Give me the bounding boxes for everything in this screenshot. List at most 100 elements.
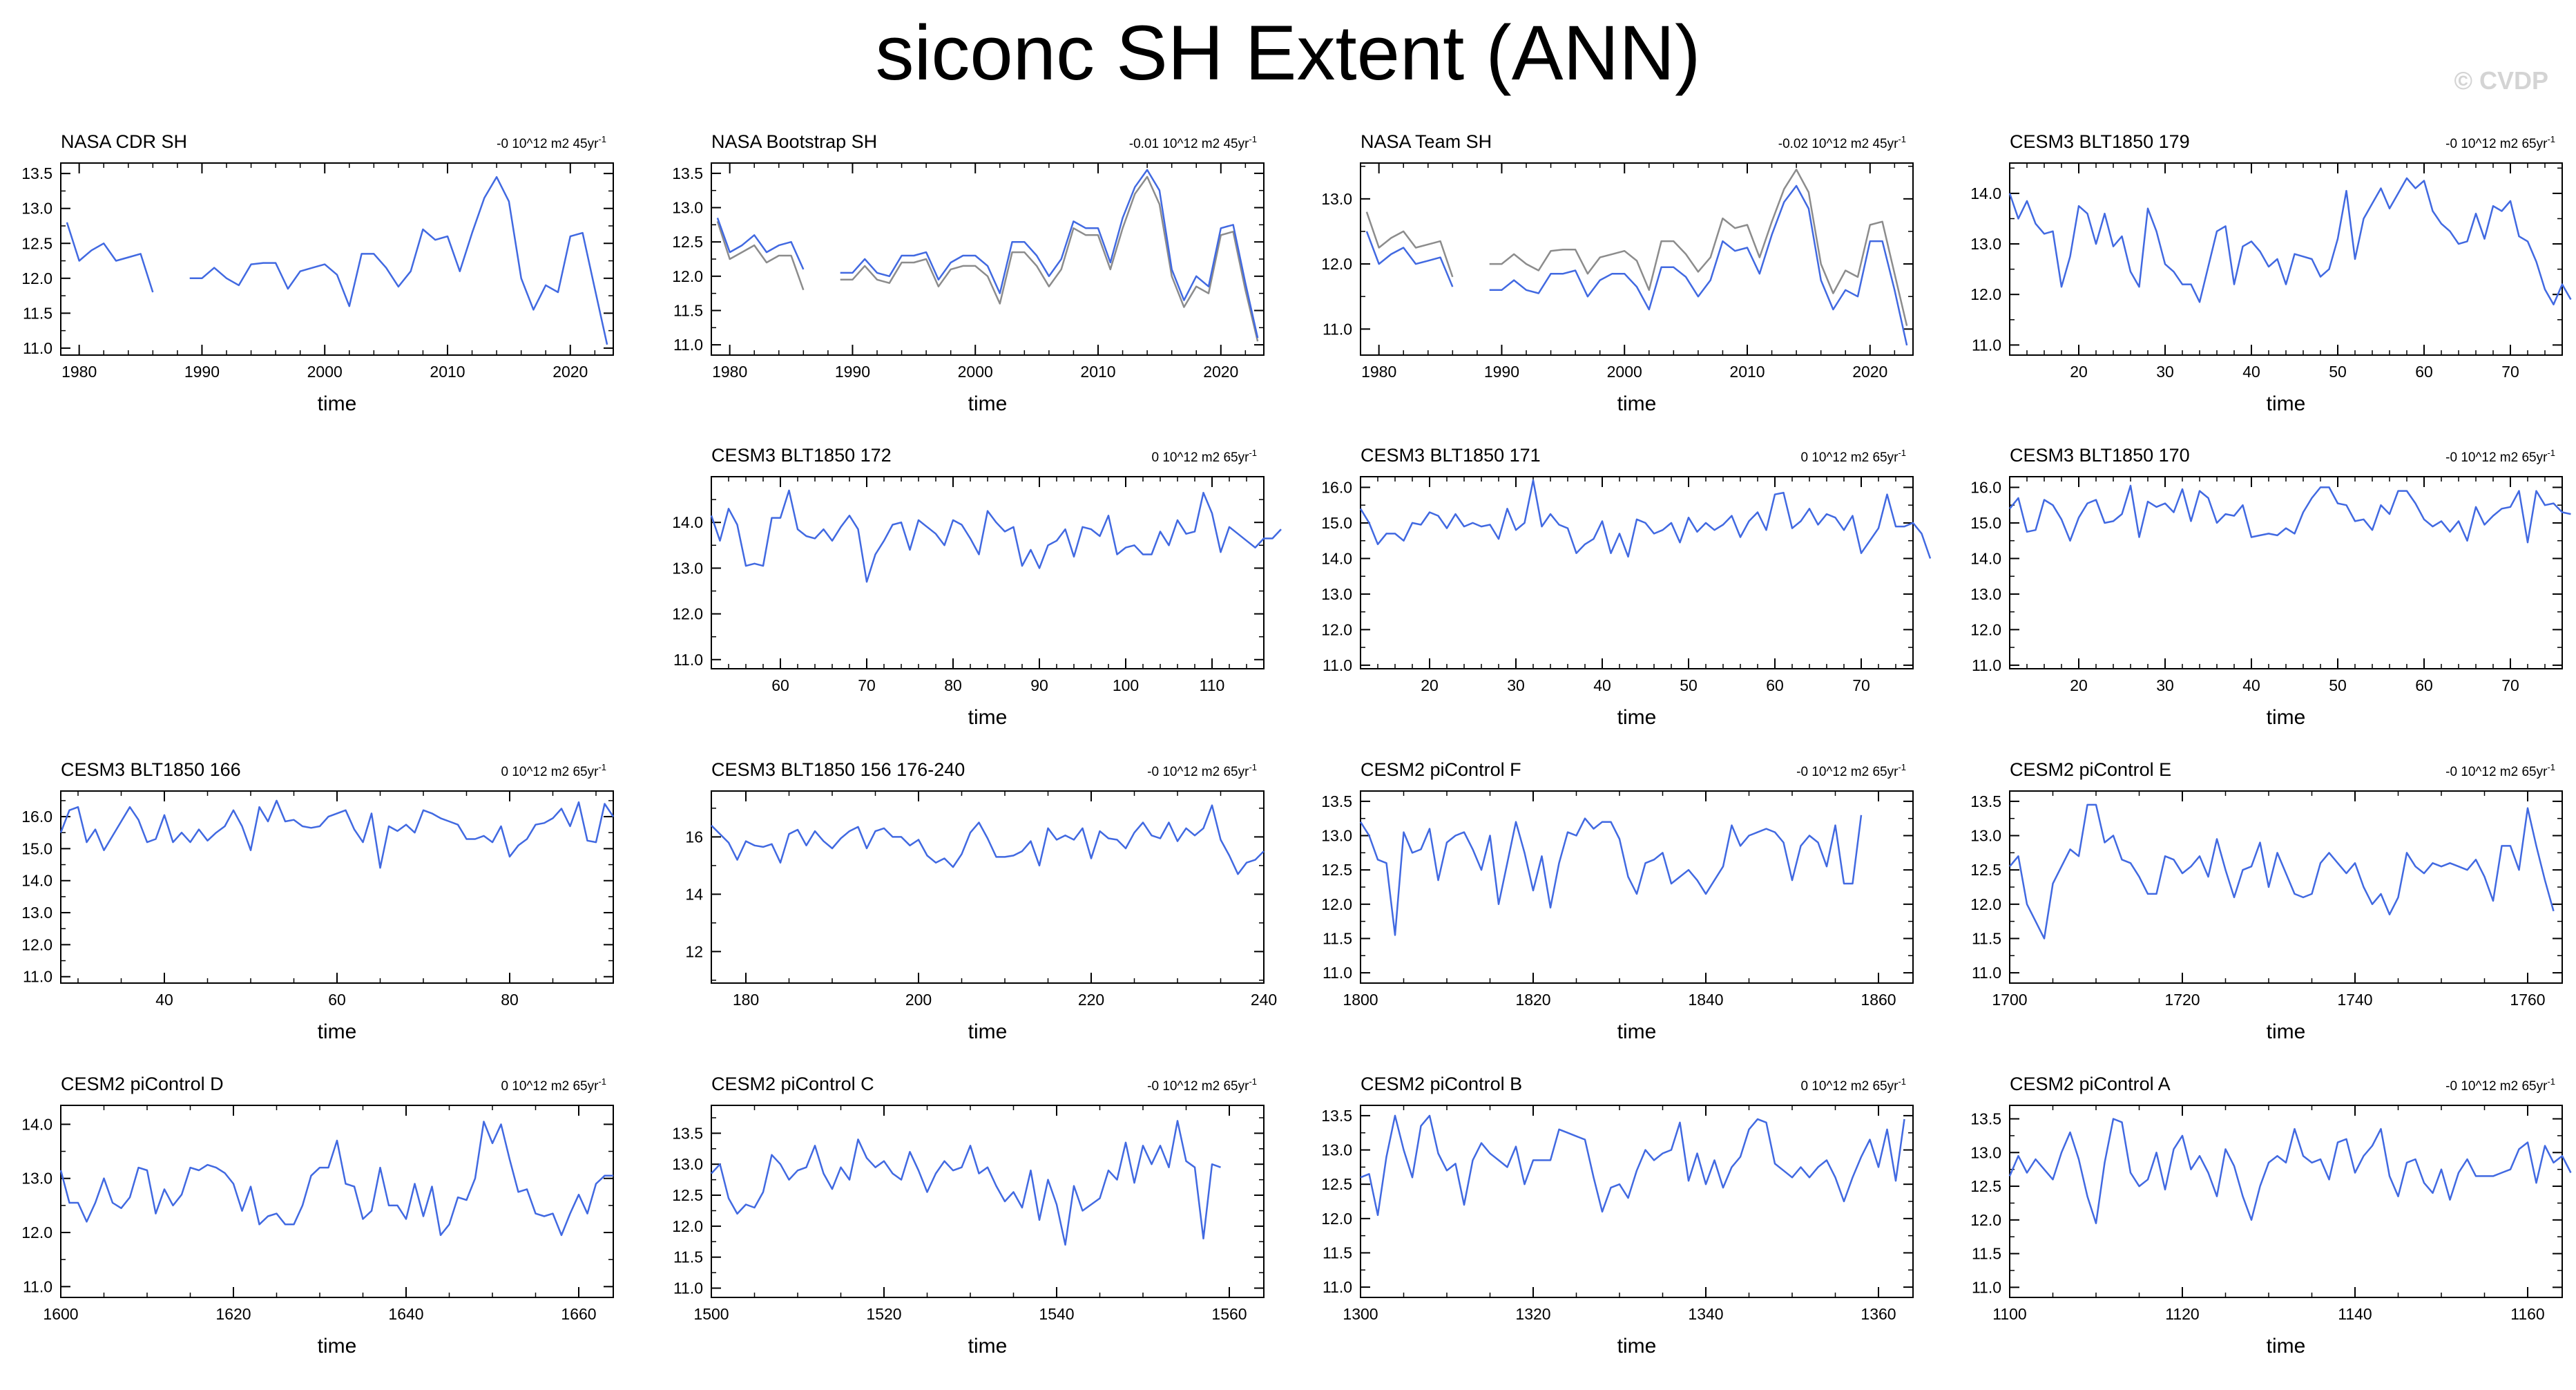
y-tick-label: 12 (685, 942, 703, 960)
x-tick-label: 40 (155, 991, 173, 1009)
chart-panel: CESM3 BLT1850 156 176-240 -0 10^12 m2 65y… (685, 759, 1277, 1043)
chart-panel: CESM2 piControl A -0 10^12 m2 65yr-1 1100 1… (1970, 1074, 2572, 1358)
x-tick-label: 50 (2329, 676, 2347, 694)
plot-frame (711, 1105, 1265, 1298)
x-tick-label: 2010 (1729, 363, 1765, 381)
y-tick-label: 11.5 (1972, 1245, 2001, 1263)
series-line (66, 175, 608, 345)
y-tick-label: 12.0 (672, 1217, 703, 1235)
y-tick-label: 16 (685, 828, 703, 846)
y-tick-label: 13.5 (672, 164, 703, 182)
y-tick-label: 12.0 (672, 267, 703, 285)
y-tick-label: 12.0 (21, 1224, 52, 1241)
series-line (711, 1120, 1221, 1246)
y-tick-label: 14.0 (21, 1115, 52, 1133)
x-tick-label: 1320 (1515, 1305, 1550, 1323)
y-tick-label: 13.0 (672, 559, 703, 577)
chart-panel: NASA Bootstrap SH -0.01 10^12 m2 45yr-1 19… (672, 131, 1265, 415)
series-line (1360, 1114, 1905, 1217)
x-tick-label: 1990 (835, 363, 870, 381)
plot-frame (1360, 476, 1914, 669)
y-tick-label: 11.0 (673, 651, 703, 669)
x-axis-label: time (2267, 392, 2306, 415)
y-tick-label: 13.0 (21, 200, 52, 218)
plot-frame (2009, 476, 2563, 669)
plot-frame (1360, 162, 1914, 356)
y-tick-label: 12.5 (1321, 861, 1352, 879)
y-tick-label: 13.0 (672, 1155, 703, 1173)
y-tick-label: 12.0 (21, 935, 52, 953)
x-tick-label: 2020 (552, 363, 588, 381)
series-line (1365, 184, 1908, 346)
y-tick-label: 12.5 (672, 233, 703, 251)
chart-panel: NASA CDR SH -0 10^12 m2 45yr-1 1980 1990 200… (21, 131, 614, 415)
x-tick-label: 1300 (1343, 1305, 1378, 1323)
chart-panel: CESM2 piControl E -0 10^12 m2 65yr-1 1700 1… (1970, 759, 2563, 1043)
series-line (59, 1121, 613, 1237)
series-line (2009, 484, 2571, 544)
x-tick-label: 2000 (307, 363, 343, 381)
y-tick-label: 13.0 (672, 199, 703, 217)
trend-label: 0 10^12 m2 65yr-1 (501, 1076, 606, 1094)
x-tick-label: 1980 (712, 363, 747, 381)
y-tick-label: 13.5 (21, 164, 52, 182)
x-tick-label: 50 (1680, 676, 1698, 694)
x-tick-label: 80 (501, 991, 519, 1009)
x-tick-label: 20 (2070, 676, 2088, 694)
y-tick-label: 14.0 (21, 872, 52, 890)
y-tick-label: 12.0 (1970, 895, 2001, 913)
trend-label: -0 10^12 m2 45yr-1 (497, 134, 606, 151)
x-tick-label: 60 (2415, 363, 2433, 381)
trend-label: -0 10^12 m2 65yr-1 (2445, 762, 2555, 779)
x-tick-label: 1990 (1484, 363, 1519, 381)
x-tick-label: 1990 (184, 363, 220, 381)
x-axis-label: time (968, 392, 1008, 415)
series-line (1359, 479, 1932, 559)
y-tick-label: 11.5 (673, 1248, 703, 1266)
y-tick-label: 13.5 (1970, 1110, 2001, 1128)
x-tick-label: 1620 (215, 1305, 251, 1323)
y-tick-label: 13.0 (1970, 1143, 2001, 1161)
y-tick-label: 12.5 (21, 234, 52, 252)
plot-frame (711, 476, 1265, 669)
x-tick-label: 180 (733, 991, 759, 1009)
y-tick-label: 13.0 (1321, 585, 1352, 603)
x-tick-label: 1980 (61, 363, 97, 381)
x-tick-label: 1720 (2164, 991, 2200, 1009)
trend-label: -0 10^12 m2 65yr-1 (1796, 762, 1906, 779)
y-tick-label: 13.0 (1321, 827, 1352, 845)
x-tick-label: 1760 (2510, 991, 2545, 1009)
x-tick-label: 1980 (1361, 363, 1396, 381)
y-tick-label: 14 (685, 885, 703, 903)
panel-title: NASA Team SH (1361, 131, 1492, 152)
trend-label: 0 10^12 m2 65yr-1 (501, 762, 606, 779)
x-axis-label: time (318, 1335, 357, 1358)
y-tick-label: 16.0 (21, 808, 52, 826)
x-tick-label: 2020 (1203, 363, 1238, 381)
y-tick-label: 12.0 (1970, 285, 2001, 303)
trend-label: -0.02 10^12 m2 45yr-1 (1778, 134, 1906, 151)
panel-title: NASA CDR SH (61, 131, 187, 152)
x-tick-label: 90 (1030, 676, 1048, 694)
y-tick-label: 15.0 (21, 839, 52, 857)
x-tick-label: 70 (1852, 676, 1870, 694)
x-axis-label: time (1617, 1020, 1657, 1043)
series-line (711, 804, 1265, 875)
y-tick-label: 11.0 (23, 1277, 52, 1295)
x-tick-label: 2000 (1607, 363, 1642, 381)
panel-title: CESM2 piControl A (2010, 1074, 2171, 1094)
x-axis-label: time (968, 706, 1008, 729)
chart-panel: CESM3 BLT1850 171 0 10^12 m2 65yr-1 20 30 40… (1321, 445, 1932, 729)
x-tick-label: 70 (858, 676, 876, 694)
trend-label: -0 10^12 m2 65yr-1 (1147, 762, 1257, 779)
y-tick-label: 11.0 (1323, 320, 1352, 338)
y-tick-label: 13.0 (21, 904, 52, 922)
x-tick-label: 2010 (430, 363, 465, 381)
x-tick-label: 1160 (2510, 1305, 2544, 1323)
x-tick-label: 1820 (1515, 991, 1550, 1009)
trend-label: -0 10^12 m2 65yr-1 (2445, 1076, 2555, 1094)
y-tick-label: 11.0 (1323, 656, 1352, 674)
plot-frame (2009, 790, 2563, 984)
chart-panel: CESM3 BLT1850 166 0 10^12 m2 65yr-1 40 60 80… (21, 759, 615, 1043)
x-axis-label: time (1617, 1335, 1657, 1358)
